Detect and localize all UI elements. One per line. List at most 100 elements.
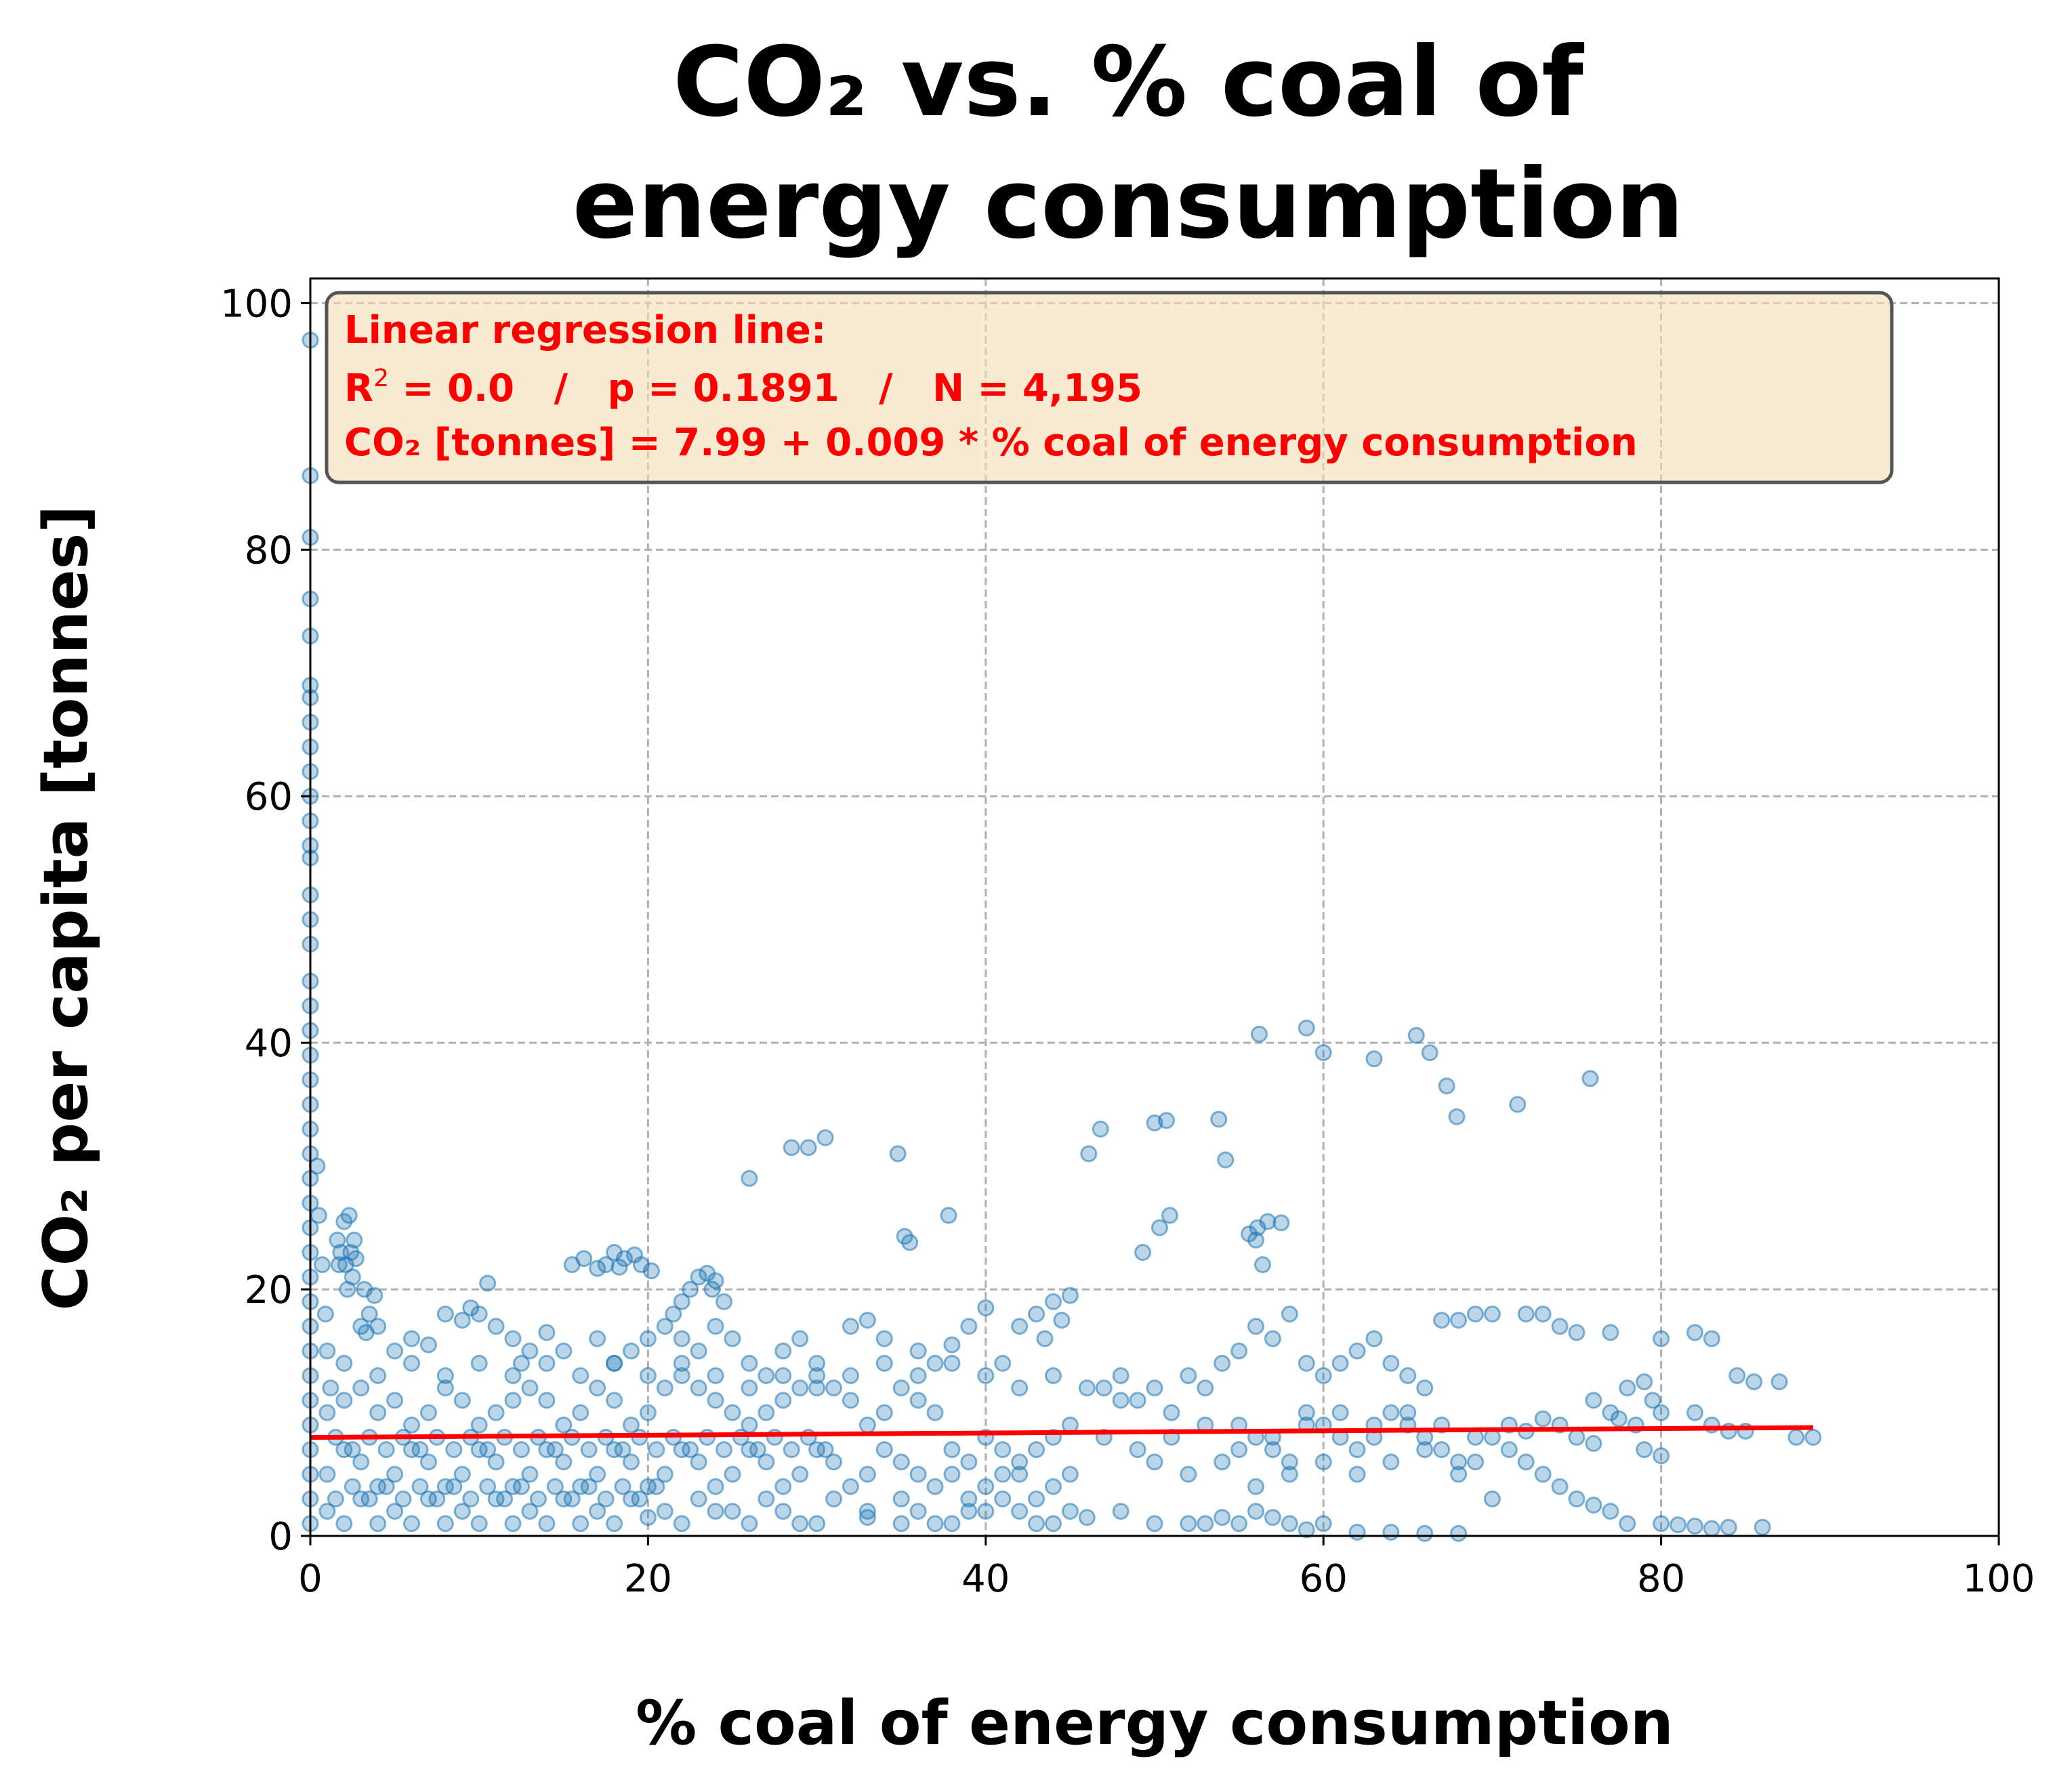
data-point [1517, 1305, 1535, 1323]
data-point [360, 1305, 378, 1323]
x-tick-label-2: 40 [961, 1557, 1010, 1601]
data-point [344, 1478, 361, 1495]
data-point [1264, 1441, 1281, 1459]
data-point [386, 1392, 404, 1409]
data-point [648, 1478, 665, 1495]
data-point [614, 1441, 631, 1459]
data-point [1247, 1503, 1265, 1520]
data-point [1770, 1373, 1788, 1391]
data-point [977, 1367, 995, 1384]
data-point [1298, 1404, 1315, 1421]
data-point [791, 1330, 809, 1348]
chart-title-line-1: CO₂ vs. % coal of [673, 26, 1585, 138]
data-point [606, 1354, 623, 1372]
data-point [538, 1324, 556, 1341]
annotation-r2-rest: = 0.0 / p = 0.1891 / N = 4,195 [389, 367, 1142, 411]
x-tick-label-0: 0 [298, 1557, 323, 1601]
data-point [521, 1465, 539, 1483]
data-point [445, 1441, 463, 1459]
y-axis-label: CO₂ per capita [tonnes] [30, 505, 102, 1311]
data-point [616, 1250, 634, 1268]
data-point [610, 1258, 628, 1276]
data-point [758, 1490, 775, 1507]
data-point [347, 1250, 365, 1268]
data-point [546, 1478, 564, 1495]
data-point [842, 1367, 859, 1384]
data-point [673, 1367, 690, 1384]
data-point [1670, 1516, 1687, 1534]
data-point [462, 1490, 480, 1507]
data-point [1382, 1524, 1400, 1541]
data-point [656, 1318, 674, 1335]
data-point [960, 1503, 978, 1520]
data-point [1314, 1044, 1332, 1062]
data-point [774, 1367, 792, 1384]
data-point [1416, 1379, 1434, 1397]
data-point [428, 1490, 446, 1507]
y-tick-label-2: 40 [245, 1022, 293, 1066]
data-point [1407, 1026, 1425, 1044]
data-point [1214, 1453, 1231, 1471]
data-point [808, 1367, 826, 1384]
data-point [1619, 1515, 1636, 1533]
data-point [1061, 1465, 1079, 1483]
data-point [366, 1287, 384, 1304]
data-point [403, 1330, 421, 1348]
data-point [741, 1169, 758, 1187]
data-point [1314, 1367, 1332, 1384]
data-point [875, 1354, 893, 1372]
data-point [1129, 1441, 1146, 1459]
data-point [1653, 1330, 1670, 1348]
data-point [436, 1367, 454, 1384]
data-point [1534, 1410, 1552, 1428]
data-point [1053, 1312, 1071, 1329]
data-point [419, 1404, 437, 1421]
data-point [513, 1441, 530, 1459]
data-point [572, 1404, 589, 1421]
data-point [313, 1256, 331, 1274]
data-point [411, 1478, 429, 1495]
data-point [436, 1515, 454, 1533]
data-point [994, 1465, 1012, 1483]
data-point [724, 1465, 741, 1483]
data-point [1509, 1096, 1527, 1113]
data-point [386, 1342, 404, 1360]
data-point [1728, 1367, 1746, 1384]
data-point [1585, 1497, 1602, 1514]
data-point [690, 1453, 707, 1471]
data-point [555, 1416, 573, 1434]
data-point [436, 1379, 454, 1397]
data-point [453, 1312, 471, 1329]
data-point [1281, 1453, 1298, 1471]
data-point [1251, 1025, 1268, 1043]
data-point [783, 1441, 800, 1459]
data-point [1382, 1404, 1400, 1421]
data-point [909, 1503, 927, 1520]
data-point [816, 1129, 834, 1146]
data-point [1044, 1367, 1062, 1384]
data-point [1217, 1151, 1235, 1169]
data-point [1180, 1465, 1197, 1483]
y-tick-label-5: 100 [220, 282, 293, 326]
data-point [1365, 1050, 1383, 1068]
data-point [994, 1441, 1012, 1459]
data-point [572, 1367, 589, 1384]
data-point [1568, 1428, 1586, 1446]
data-point [538, 1392, 556, 1409]
data-point [1644, 1392, 1661, 1409]
data-point [335, 1515, 353, 1533]
data-point [707, 1478, 724, 1495]
data-point [1348, 1465, 1366, 1483]
data-point [690, 1268, 707, 1286]
data-point [1421, 1044, 1438, 1062]
data-point [1602, 1503, 1619, 1520]
data-point [707, 1318, 724, 1335]
data-point [1146, 1515, 1163, 1533]
data-point [1028, 1515, 1045, 1533]
data-point [1686, 1404, 1703, 1421]
data-point [940, 1207, 957, 1224]
data-point [1438, 1077, 1455, 1095]
data-point [555, 1453, 573, 1471]
data-point [1011, 1318, 1029, 1335]
data-point [339, 1281, 356, 1298]
